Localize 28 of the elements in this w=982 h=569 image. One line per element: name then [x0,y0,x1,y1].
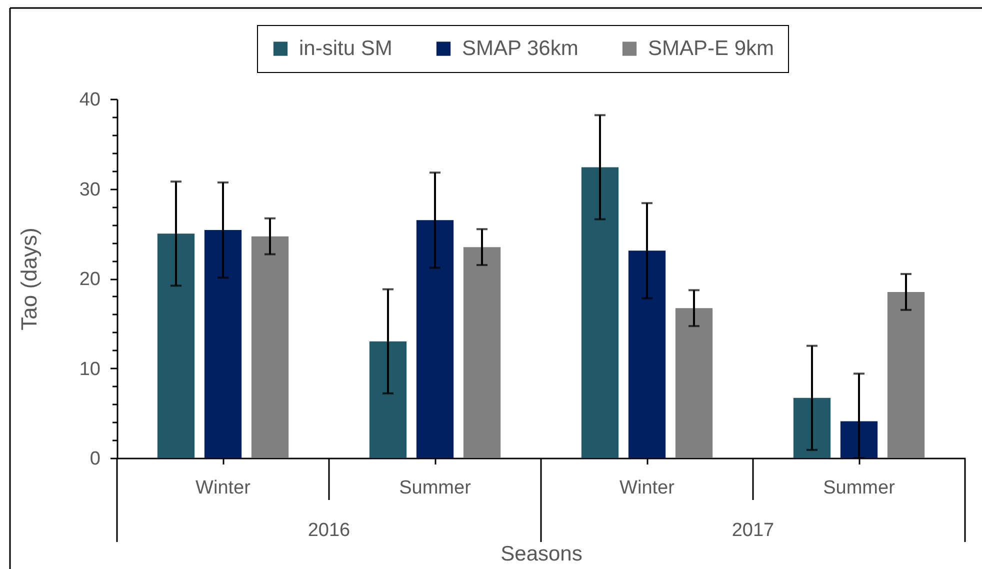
y-axis-title: Tao (days) [16,228,42,330]
bar [157,234,195,458]
bar [204,230,242,458]
legend-label: SMAP 36km [462,36,578,60]
bar [369,341,407,458]
bar [675,308,713,458]
x-axis-title: Seasons [500,542,582,566]
bar [581,167,619,458]
bar [416,220,454,458]
x-tick-label: Summer [399,478,472,498]
y-tick-label: 40 [79,90,100,110]
x-tick-label: Winter [620,478,676,498]
y-tick-label: 30 [79,179,100,200]
bar [793,398,831,458]
x-tick-label: Winter [196,478,252,498]
y-tick-label: 0 [90,448,100,470]
y-tick-label: 20 [79,269,100,290]
legend-label: in-situ SM [299,36,392,60]
legend-label: SMAP-E 9km [648,36,774,60]
bar [463,247,501,458]
text: 2016 [308,520,350,541]
bar [887,292,925,458]
bar [840,421,878,458]
bar [628,250,666,458]
y-tick-label: 10 [79,358,100,380]
text: 2017 [732,520,774,541]
x-tick-label: Summer [823,478,896,498]
bar [251,236,289,458]
